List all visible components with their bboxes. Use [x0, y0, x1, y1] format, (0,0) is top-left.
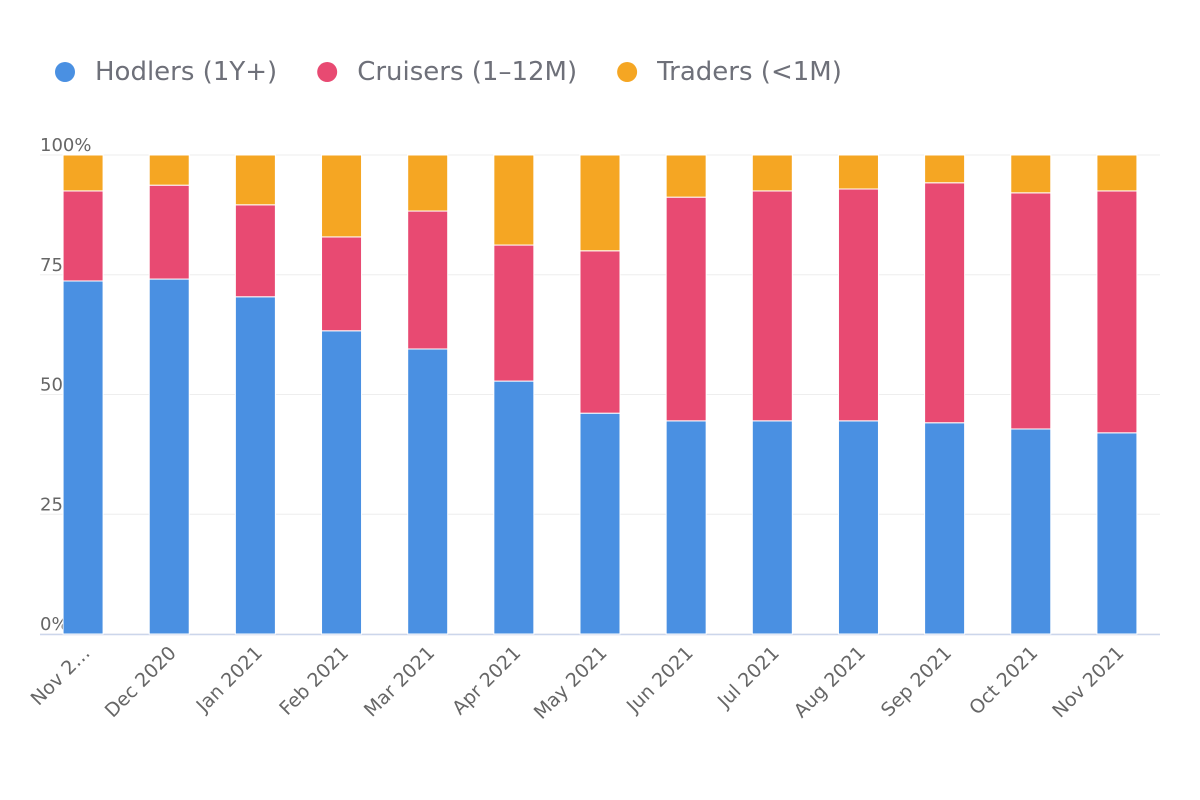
legend-marker: [55, 62, 75, 82]
bar-segment: [1010, 428, 1052, 635]
bar-segment: [148, 184, 190, 280]
legend-marker: [617, 62, 638, 82]
bar-segment: [493, 244, 535, 382]
bar-segment: [665, 154, 707, 198]
x-tick-label: Jun 2021: [622, 642, 698, 718]
bar-segment: [62, 280, 104, 635]
bar-segment: [1096, 190, 1138, 434]
bar-segment: [837, 154, 879, 190]
bar-segment: [321, 330, 363, 635]
bar-segment: [234, 204, 276, 298]
bar-segment: [924, 182, 966, 424]
bar-segment: [234, 154, 276, 206]
bar-segment: [665, 420, 707, 635]
legend-marker: [317, 62, 338, 82]
bar-segment: [148, 278, 190, 635]
x-tick-label: Dec 2020: [101, 642, 181, 722]
legend-label: Hodlers (1Y+): [95, 57, 277, 87]
bar-segment: [321, 236, 363, 332]
x-tick-label: Nov 2…: [27, 642, 95, 710]
bar-segment: [1010, 154, 1052, 194]
legend-label: Traders (<1M): [656, 57, 842, 87]
x-tick-label: Mar 2021: [360, 642, 439, 721]
bar-segment: [579, 154, 621, 252]
bar-segment: [1096, 432, 1138, 635]
x-tick-label: Feb 2021: [275, 642, 353, 720]
bar-segment: [62, 190, 104, 282]
bar-segment: [493, 380, 535, 635]
bar-segment: [837, 420, 879, 635]
bar-segment: [751, 420, 793, 635]
x-tick-label: Oct 2021: [965, 642, 1042, 719]
bar-segment: [924, 422, 966, 635]
bar-segment: [407, 210, 449, 350]
bar-segment: [148, 154, 190, 186]
x-tick-label: Sep 2021: [877, 642, 956, 721]
bar-segment: [407, 348, 449, 635]
bar-segment: [234, 296, 276, 635]
x-tick-label: Aug 2021: [790, 642, 870, 722]
x-tick-label: Apr 2021: [448, 642, 525, 719]
bar-segment: [1010, 192, 1052, 430]
bar-segment: [407, 154, 449, 212]
bar-segment: [665, 196, 707, 422]
x-tick-label: Jul 2021: [713, 642, 784, 713]
bar-segment: [579, 412, 621, 635]
legend-label: Cruisers (1–12M): [357, 57, 577, 87]
bar-segment: [579, 250, 621, 414]
y-tick-label: 100%: [40, 135, 91, 156]
bar-segment: [1096, 154, 1138, 192]
bar-segment: [62, 154, 104, 192]
bar-segment: [493, 154, 535, 246]
y-tick-label: 0%: [40, 614, 69, 635]
bar-segment: [751, 190, 793, 422]
bar-segment: [751, 154, 793, 192]
bar-segment: [321, 154, 363, 238]
bar-segment: [924, 154, 966, 184]
x-tick-label: May 2021: [530, 642, 612, 724]
bar-segment: [837, 188, 879, 422]
x-tick-label: Jan 2021: [191, 642, 266, 717]
x-tick-label: Nov 2021: [1048, 642, 1128, 722]
